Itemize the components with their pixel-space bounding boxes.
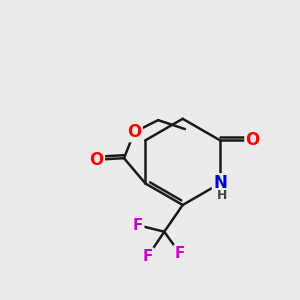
- Text: F: F: [133, 218, 143, 233]
- Text: O: O: [246, 131, 260, 149]
- Text: F: F: [175, 246, 185, 261]
- Text: H: H: [217, 189, 228, 203]
- Text: O: O: [127, 123, 142, 141]
- Text: O: O: [89, 151, 104, 169]
- Text: N: N: [213, 174, 227, 192]
- Text: F: F: [143, 249, 153, 264]
